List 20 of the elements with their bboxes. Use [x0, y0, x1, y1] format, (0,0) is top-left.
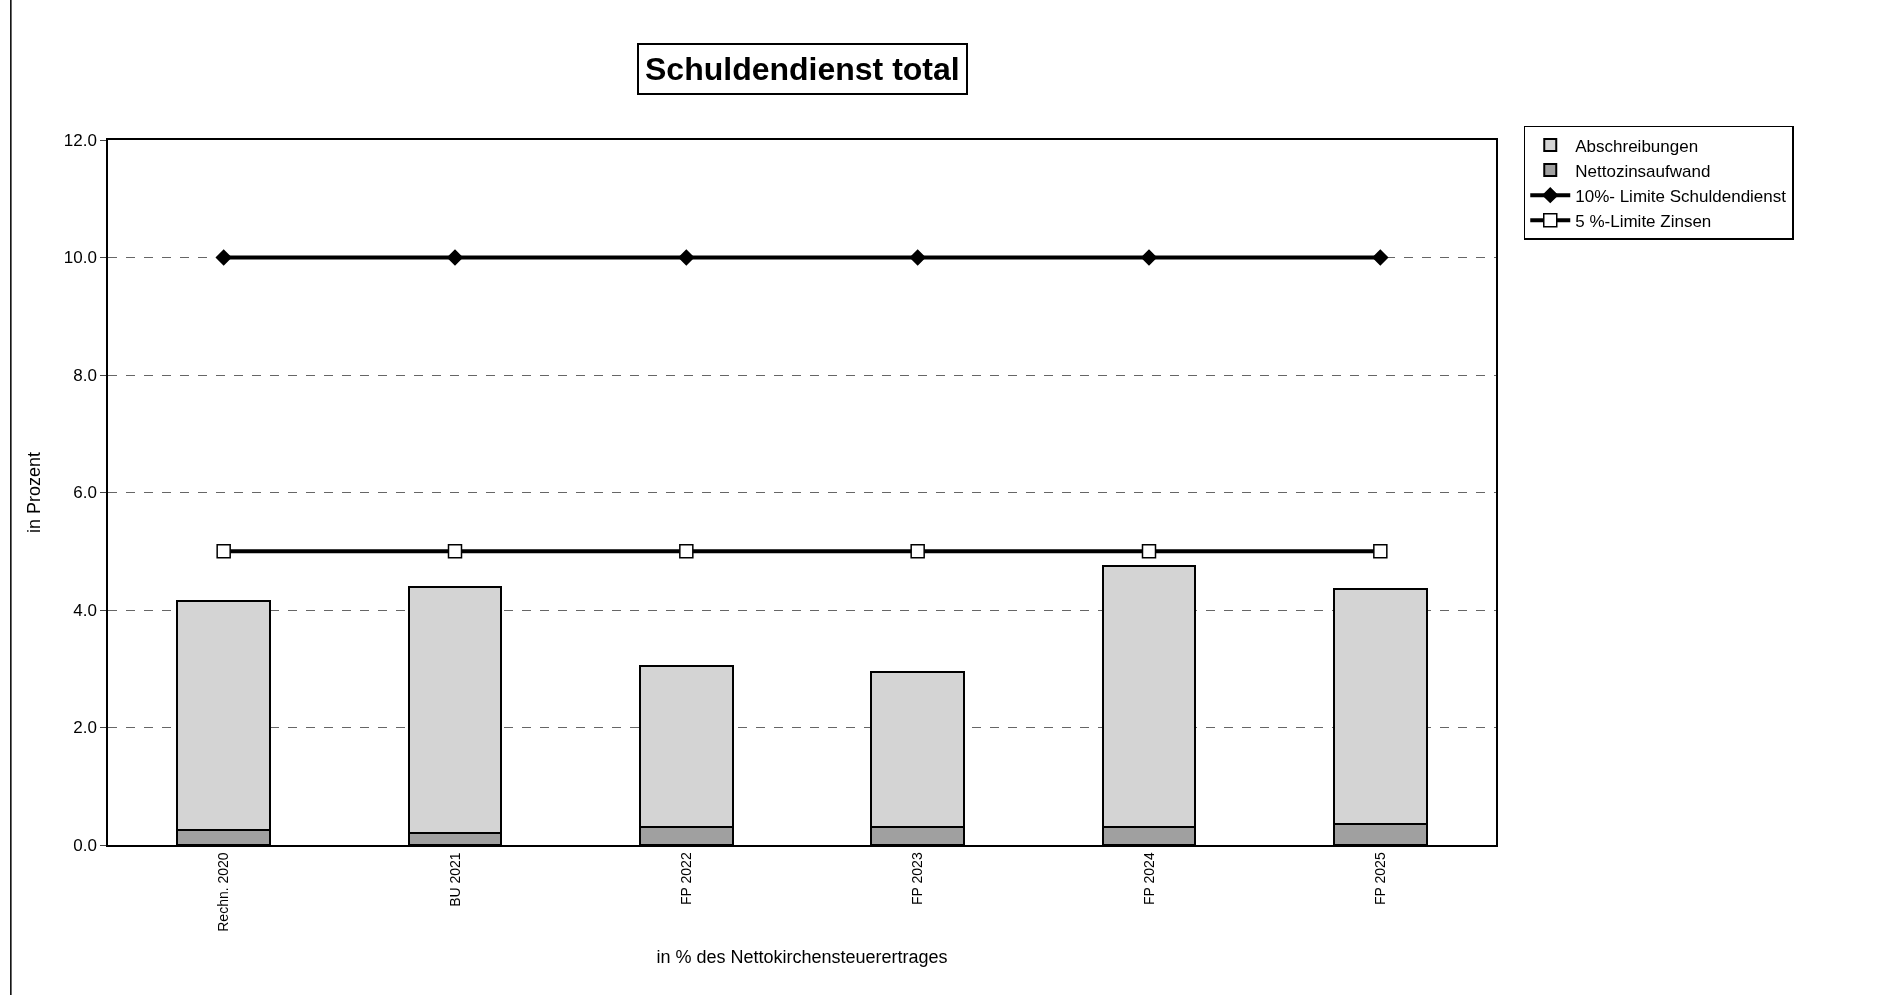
x-tick-label: BU 2021 — [446, 852, 463, 907]
y-tick-label: 8.0 — [73, 365, 97, 385]
y-tick-label: 4.0 — [73, 600, 97, 620]
legend-label: Abschreibungen — [1575, 136, 1699, 156]
legend-label: Nettozinsaufwand — [1575, 161, 1711, 181]
legend-label: 10%- Limite Schuldendienst — [1575, 186, 1787, 206]
chart-title: Schuldendienst total — [645, 51, 960, 87]
x-tick-label: Rechn. 2020 — [215, 852, 232, 932]
y-axis-title: in Prozent — [24, 451, 45, 534]
y-tick-label: 6.0 — [73, 483, 97, 503]
y-tick-label: 2.0 — [73, 718, 97, 738]
y-tick-label: 12.0 — [63, 130, 97, 150]
y-tick-label: 0.0 — [73, 835, 97, 855]
x-tick-label: FP 2022 — [677, 852, 694, 906]
x-axis-title: in % des Nettokirchensteuerertrages — [656, 947, 948, 968]
x-tick-label: FP 2024 — [1140, 852, 1157, 906]
legend-label: 5 %-Limite Zinsen — [1575, 211, 1712, 231]
y-tick-label: 10.0 — [63, 248, 97, 268]
x-tick-label: FP 2023 — [909, 852, 926, 906]
x-tick-label: FP 2025 — [1371, 852, 1388, 906]
